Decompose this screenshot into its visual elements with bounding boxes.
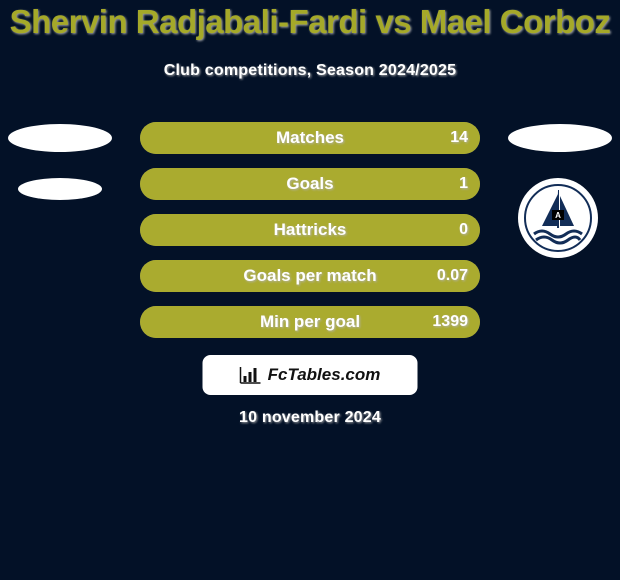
attribution-badge[interactable]: FcTables.com: [203, 355, 418, 395]
stat-bar-value-right: 1: [459, 168, 468, 200]
stat-bar-label: Goals: [140, 168, 480, 200]
team-right-logo: A: [518, 178, 598, 258]
attribution-text: FcTables.com: [268, 365, 381, 385]
stat-bar-label: Min per goal: [140, 306, 480, 338]
stat-bar: Goals per match0.07: [140, 260, 480, 292]
stat-bar-label: Hattricks: [140, 214, 480, 246]
stat-bar-value-right: 0.07: [437, 260, 468, 292]
stat-bar-label: Goals per match: [140, 260, 480, 292]
svg-text:A: A: [555, 211, 561, 220]
subtitle: Club competitions, Season 2024/2025: [0, 62, 620, 80]
stat-bars: Matches14 Goals1 Hattricks0 Goals per match…: [140, 122, 480, 352]
stat-bar-value-right: 14: [450, 122, 468, 154]
page-title: Shervin Radjabali-Fardi vs Mael Corboz: [0, 3, 620, 41]
stat-bar-label: Matches: [140, 122, 480, 154]
comparison-card: Shervin Radjabali-Fardi vs Mael Corboz C…: [0, 0, 620, 580]
stat-bar-value-right: 1399: [432, 306, 468, 338]
player-left-ellipse-1: [8, 124, 112, 152]
bar-chart-icon: [240, 366, 262, 384]
club-crest-icon: A: [524, 184, 592, 252]
player-right-ellipse: [508, 124, 612, 152]
player-left-ellipse-2: [18, 178, 102, 200]
stat-bar: Matches14: [140, 122, 480, 154]
stat-bar: Min per goal1399: [140, 306, 480, 338]
stat-bar: Goals1: [140, 168, 480, 200]
stat-bar: Hattricks0: [140, 214, 480, 246]
stat-bar-value-right: 0: [459, 214, 468, 246]
footer-date: 10 november 2024: [0, 409, 620, 427]
